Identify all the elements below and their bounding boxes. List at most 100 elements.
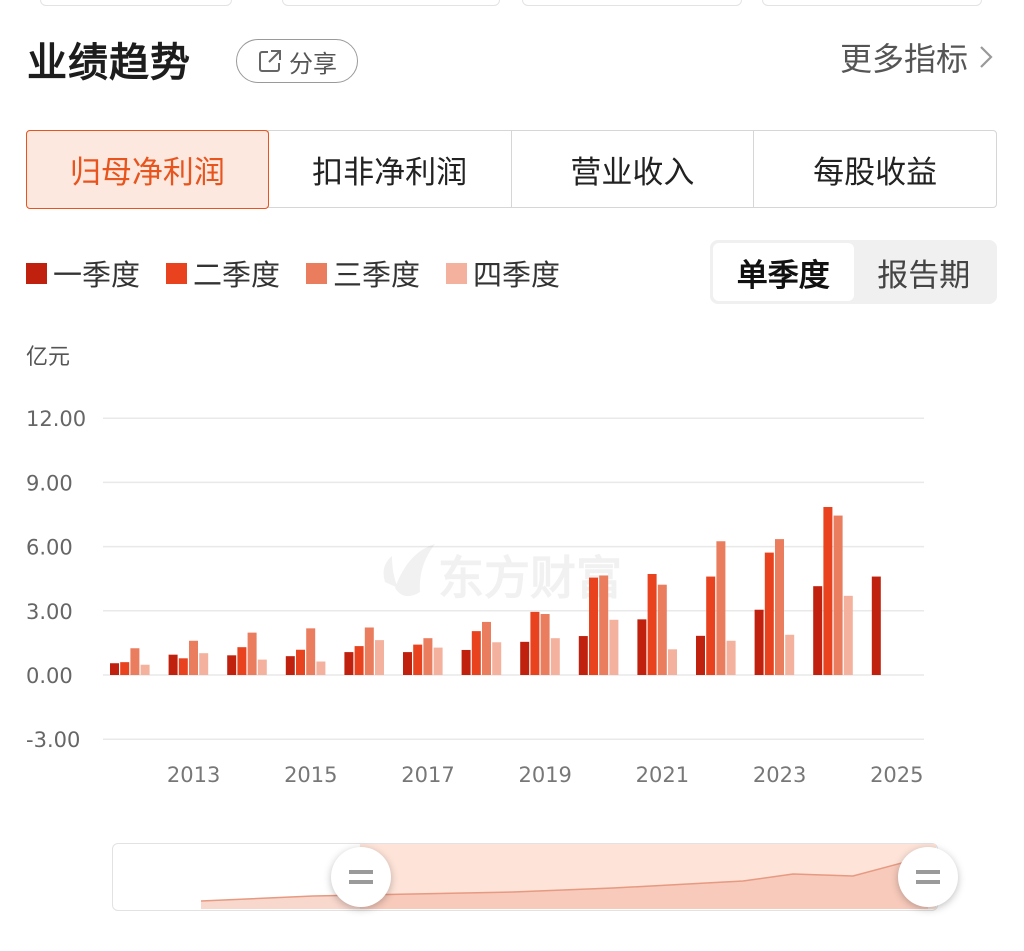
range-handle-end[interactable]: [898, 847, 958, 907]
period-toggle: 单季度 报告期: [710, 240, 997, 304]
x-tick-label: 2025: [870, 763, 923, 787]
legend-label-q1: 一季度: [53, 258, 141, 292]
share-icon: [259, 50, 281, 72]
chart-legend: 一季度 二季度 三季度 四季度: [26, 252, 560, 294]
bar-2021-q3[interactable]: [657, 584, 667, 675]
bar-2017-q3[interactable]: [423, 638, 433, 675]
share-label: 分享: [289, 49, 337, 78]
bar-2020-q1[interactable]: [578, 636, 588, 675]
legend-item-q4[interactable]: 四季度: [446, 252, 560, 294]
bar-2015-q3[interactable]: [306, 628, 316, 675]
bar-2024-q4[interactable]: [843, 595, 853, 675]
y-tick-label: 6.00: [26, 536, 73, 560]
range-handle-start[interactable]: [331, 847, 391, 907]
bar-2022-q4[interactable]: [726, 640, 736, 675]
tab-deducted-net-profit[interactable]: 扣非净利润: [267, 131, 511, 207]
y-axis-unit: 亿元: [26, 345, 70, 370]
bar-2015-q2[interactable]: [296, 649, 305, 675]
bar-2012-q3[interactable]: [130, 648, 140, 675]
more-indicators-label: 更多指标: [839, 40, 968, 78]
bar-2023-q1[interactable]: [754, 609, 764, 675]
bar-2017-q1[interactable]: [403, 652, 412, 675]
range-slider[interactable]: [112, 843, 938, 911]
drag-grip-icon: [916, 870, 940, 884]
bar-2014-q3[interactable]: [247, 632, 257, 675]
tab-eps[interactable]: 每股收益: [753, 131, 996, 207]
legend-label-q4: 四季度: [473, 258, 561, 292]
bar-2020-q4[interactable]: [609, 619, 619, 675]
y-tick-label: -3.00: [26, 728, 80, 752]
x-tick-label: 2017: [401, 763, 454, 787]
bar-2018-q2[interactable]: [471, 631, 481, 675]
bar-2017-q4[interactable]: [433, 647, 443, 675]
bar-2019-q3[interactable]: [540, 614, 550, 675]
chevron-right-icon: [980, 46, 993, 68]
bar-2020-q2[interactable]: [589, 577, 598, 675]
y-tick-label: 0.00: [26, 664, 73, 688]
legend-item-q2[interactable]: 二季度: [166, 252, 280, 294]
bar-2012-q2[interactable]: [120, 662, 130, 675]
bar-2014-q4[interactable]: [257, 659, 267, 675]
bar-2018-q1[interactable]: [461, 649, 471, 675]
bar-2013-q4[interactable]: [199, 653, 209, 675]
toggle-single-quarter[interactable]: 单季度: [713, 243, 854, 301]
bar-2017-q2[interactable]: [413, 644, 423, 675]
y-tick-label: 3.00: [26, 600, 73, 624]
range-overview: [200, 844, 936, 909]
share-button[interactable]: 分享: [236, 39, 358, 83]
tab-net-profit[interactable]: 归母净利润: [25, 129, 270, 209]
bar-chart: 亿元 12.00 9.00 6.00 3.00 0.00 -3.00 东方财富 2013 2…: [26, 345, 924, 787]
bar-2021-q2[interactable]: [647, 573, 657, 675]
watermark: 东方财富: [383, 544, 622, 605]
bar-2021-q1[interactable]: [637, 619, 647, 675]
tab-revenue[interactable]: 营业收入: [510, 131, 754, 207]
x-tick-label: 2015: [284, 763, 337, 787]
more-indicators-link[interactable]: 更多指标: [840, 34, 994, 80]
legend-swatch-q3: [306, 262, 328, 284]
bar-2022-q3[interactable]: [716, 541, 726, 675]
chart-bars: [110, 507, 881, 675]
metric-tabs: 归母净利润 扣非净利润 营业收入 每股收益: [25, 129, 997, 209]
bar-2014-q2[interactable]: [237, 647, 247, 675]
bar-2016-q3[interactable]: [364, 627, 374, 675]
legend-swatch-q4: [446, 262, 468, 284]
bar-2013-q1[interactable]: [168, 654, 178, 675]
bar-2019-q2[interactable]: [530, 611, 540, 675]
bar-2016-q1[interactable]: [344, 652, 354, 675]
bar-2020-q3[interactable]: [599, 575, 609, 675]
legend-item-q3[interactable]: 三季度: [306, 252, 420, 294]
bar-2024-q1[interactable]: [813, 586, 823, 675]
bar-2013-q3[interactable]: [189, 640, 198, 675]
x-tick-label: 2013: [167, 763, 220, 787]
bar-2018-q4[interactable]: [492, 642, 502, 675]
bar-2023-q2[interactable]: [764, 552, 774, 675]
bar-2019-q4[interactable]: [550, 638, 560, 675]
x-tick-label: 2019: [518, 763, 571, 787]
x-axis-labels: 2013 2015 2017 2019 2021 2023 2025: [167, 763, 924, 787]
bar-2016-q4[interactable]: [375, 640, 384, 675]
x-tick-label: 2023: [753, 763, 806, 787]
bar-2012-q4[interactable]: [140, 664, 150, 675]
bar-2014-q1[interactable]: [227, 655, 237, 675]
bar-2012-q1[interactable]: [110, 663, 119, 675]
legend-swatch-q2: [166, 262, 188, 284]
bar-2023-q3[interactable]: [775, 539, 784, 675]
bar-2022-q1[interactable]: [696, 635, 705, 675]
bar-2024-q3[interactable]: [833, 515, 843, 675]
bar-2015-q1[interactable]: [285, 656, 295, 675]
y-tick-label: 12.00: [26, 407, 86, 431]
toggle-report-period[interactable]: 报告期: [877, 257, 971, 294]
bar-2016-q2[interactable]: [354, 646, 364, 675]
chart-grid: 12.00 9.00 6.00 3.00 0.00 -3.00: [26, 407, 924, 752]
bar-2024-q2[interactable]: [823, 507, 833, 675]
bar-2022-q2[interactable]: [706, 576, 716, 675]
y-tick-label: 9.00: [26, 471, 73, 495]
bar-2013-q2[interactable]: [178, 658, 188, 675]
bar-2018-q3[interactable]: [482, 621, 491, 675]
bar-2015-q4[interactable]: [316, 661, 326, 675]
bar-2019-q1[interactable]: [520, 641, 530, 675]
bar-2021-q4[interactable]: [668, 649, 677, 675]
bar-2025-q1[interactable]: [871, 576, 881, 675]
legend-item-q1[interactable]: 一季度: [26, 252, 140, 294]
bar-2023-q4[interactable]: [785, 634, 795, 675]
